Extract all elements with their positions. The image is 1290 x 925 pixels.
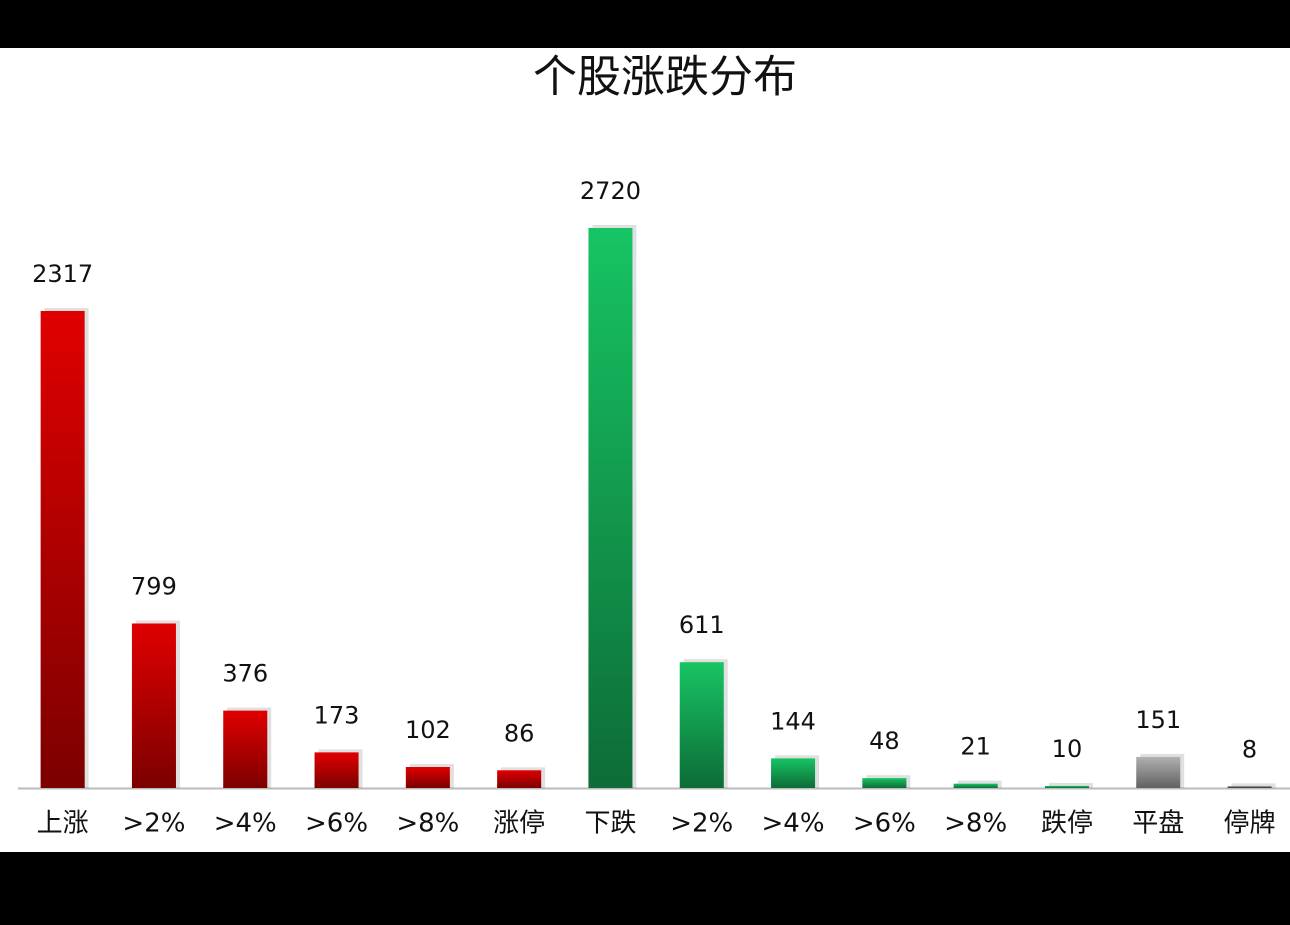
x-tick-label: 停牌 [1224, 809, 1276, 839]
bar-shade [40, 310, 85, 788]
x-tick-label: 涨停 [493, 809, 545, 839]
x-tick-label: 跌停 [1041, 809, 1093, 839]
bar-shade [497, 770, 542, 788]
value-label: 10 [1052, 735, 1083, 763]
bar-shade [771, 758, 816, 788]
x-tick-label: 下跌 [584, 809, 636, 839]
value-label: 173 [314, 701, 360, 729]
bar-shadow [1231, 783, 1276, 788]
x-tick-label: 上涨 [37, 809, 89, 839]
x-tick-label: >4% [214, 809, 277, 839]
bar-shade [131, 623, 176, 788]
top-band [0, 0, 1290, 48]
x-tick-label: >4% [762, 809, 825, 839]
value-label: 144 [770, 707, 816, 735]
value-label: 48 [869, 727, 900, 755]
bar-shade [862, 778, 907, 788]
bar-shade [405, 767, 450, 788]
x-tick-label: >8% [396, 809, 459, 839]
bar-shade [1136, 756, 1181, 788]
plot-background [0, 48, 1290, 852]
value-label: 86 [504, 719, 535, 747]
x-tick-label: >2% [670, 809, 733, 839]
x-tick-label: >2% [122, 809, 185, 839]
bar-shade [1227, 786, 1272, 788]
value-label: 21 [960, 733, 991, 761]
bar-shade [679, 662, 724, 788]
bar-shade [588, 228, 633, 788]
value-label: 2317 [32, 260, 93, 288]
value-label: 2720 [580, 177, 641, 205]
x-tick-label: 平盘 [1132, 809, 1184, 839]
bottom-band [0, 852, 1290, 925]
value-label: 102 [405, 716, 451, 744]
x-tick-label: >6% [305, 809, 368, 839]
bar-shade [1044, 785, 1089, 788]
x-tick-label: >8% [944, 809, 1007, 839]
value-label: 376 [222, 660, 268, 688]
chart-title: 个股涨跌分布 [533, 52, 797, 103]
bar-shade [314, 752, 359, 788]
value-label: 8 [1242, 735, 1257, 763]
bar-shade [953, 783, 998, 788]
bar-shadow [1048, 782, 1093, 788]
value-label: 151 [1135, 706, 1181, 734]
value-label: 799 [131, 573, 177, 601]
bar-shade [223, 710, 268, 788]
x-tick-label: >6% [853, 809, 916, 839]
value-label: 611 [679, 611, 725, 639]
